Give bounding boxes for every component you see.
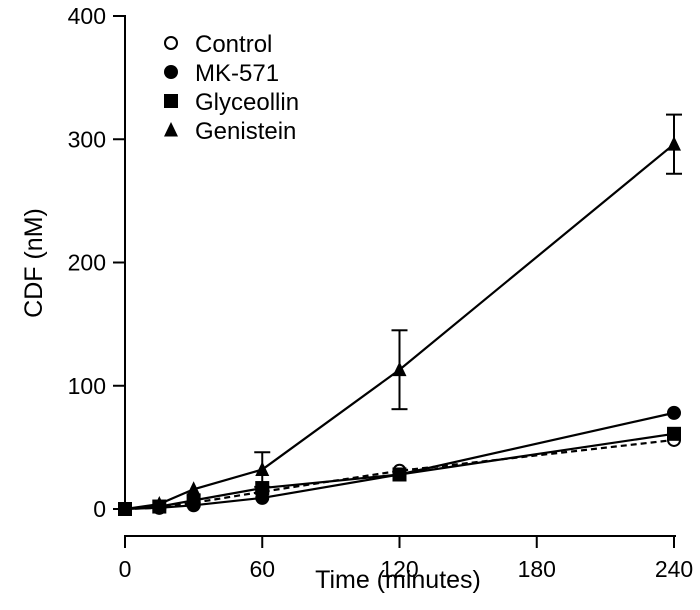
- series-genistein: [118, 113, 682, 516]
- data-point-genistein: [186, 481, 201, 496]
- data-point-genistein: [392, 361, 407, 377]
- y-axis-title: CDF (nM): [20, 208, 48, 318]
- legend-label: Glyceollin: [195, 89, 299, 116]
- legend-item-glyceollin: Glyceollin: [164, 89, 299, 116]
- legend-label: Control: [195, 31, 272, 58]
- x-tick-label: 180: [518, 556, 556, 582]
- legend-marker-mk-571: [164, 65, 178, 79]
- data-point-genistein: [152, 496, 167, 511]
- y-tick-label: 100: [68, 373, 106, 399]
- x-tick-label: 240: [655, 556, 693, 582]
- y-tick-label: 200: [68, 250, 106, 276]
- ticks-layer: 0 100 200 300 400 0 60 120 180 240: [68, 3, 694, 582]
- data-point-genistein: [255, 461, 270, 476]
- legend-item-control: Control: [164, 31, 272, 58]
- y-tick-label: 0: [93, 496, 106, 522]
- x-tick-label: 0: [119, 556, 132, 582]
- series-layer: [118, 113, 682, 516]
- legend-label: MK-571: [195, 60, 279, 87]
- series-glyceollin: [118, 426, 681, 516]
- data-point-glyceollin: [186, 493, 201, 508]
- legend-marker-control: [164, 36, 178, 50]
- data-point-genistein: [667, 136, 681, 151]
- legend-item-genistein: Genistein: [164, 118, 296, 145]
- data-point-mk-571: [667, 405, 681, 420]
- x-tick-label: 120: [380, 556, 418, 582]
- legend-item-mk-571: MK-571: [164, 60, 279, 87]
- series-line-control: [124, 438, 675, 511]
- legend-marker-glyceollin: [164, 94, 178, 108]
- x-axis-title: Time (minutes): [315, 566, 481, 594]
- legend-label: Genistein: [195, 118, 296, 145]
- data-point-glyceollin: [667, 426, 681, 441]
- data-point-glyceollin: [255, 481, 270, 496]
- y-tick-label: 300: [68, 126, 106, 152]
- series-line-genistein: [124, 143, 675, 511]
- series-line-mk-571: [124, 411, 675, 511]
- x-tick-label: 60: [249, 556, 275, 582]
- y-tick-label: 400: [68, 3, 106, 29]
- data-point-glyceollin: [392, 467, 407, 482]
- legend-marker-genistein: [164, 121, 178, 137]
